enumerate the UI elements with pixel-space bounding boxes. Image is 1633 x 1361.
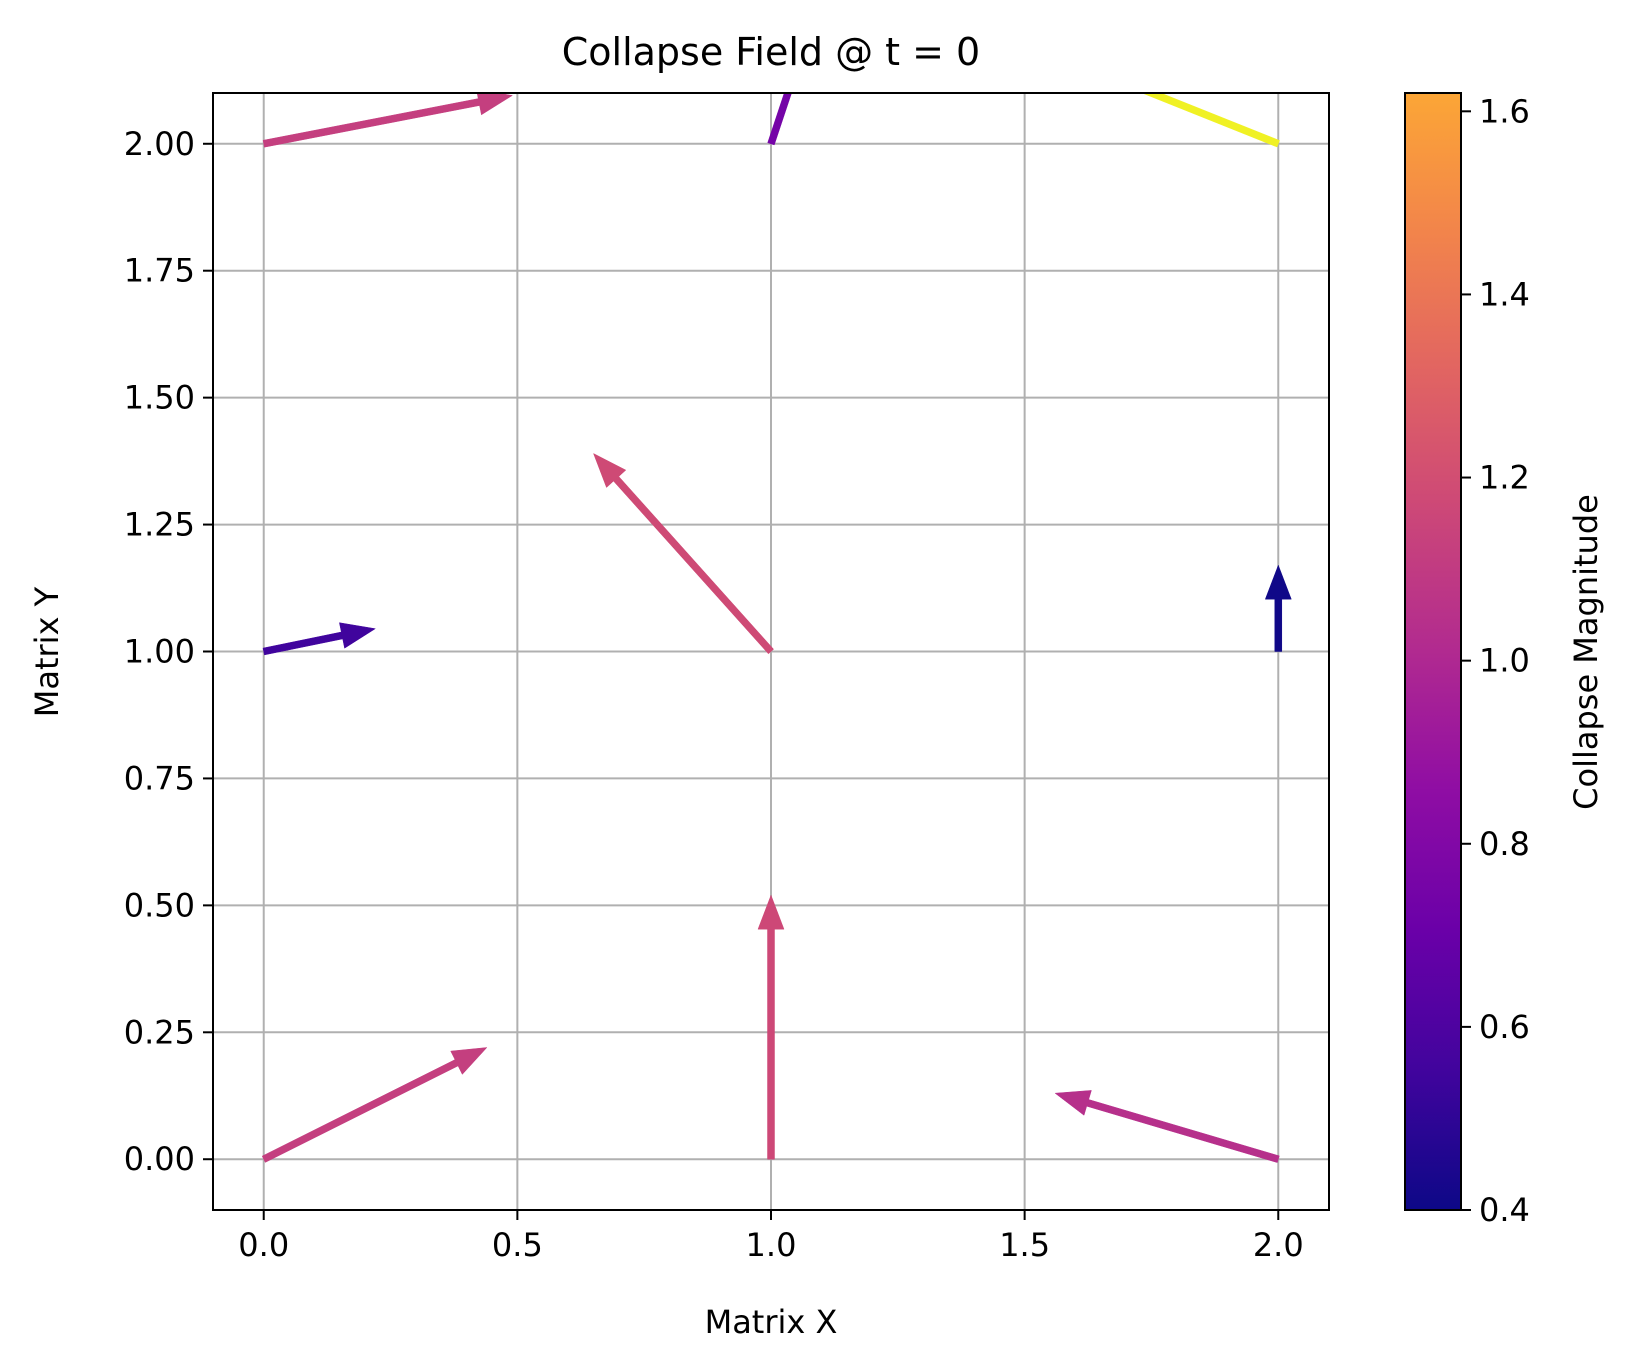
y-tick-label: 0.50: [124, 886, 195, 924]
y-axis-label: Matrix Y: [28, 586, 66, 717]
y-tick-label: 1.25: [124, 506, 195, 544]
y-tick-label: 0.75: [124, 759, 195, 797]
colorbar-tick-label: 1.6: [1479, 92, 1530, 130]
chart-title: Collapse Field @ t = 0: [562, 30, 981, 74]
vector-arrow: [767, 93, 792, 146]
y-axis-ticks: 0.00 0.25 0.50 0.75 1.00 1.25 1.50 1.75 2.00: [124, 125, 213, 1178]
x-axis-label: Matrix X: [705, 1303, 838, 1341]
colorbar-tick-label: 0.8: [1479, 825, 1530, 863]
vector-arrow: [593, 452, 774, 655]
y-tick-label: 1.00: [124, 633, 195, 671]
x-tick-label: 1.5: [999, 1226, 1050, 1264]
vector-arrow: [262, 93, 513, 148]
x-axis-ticks: 0.0 0.5 1.0 1.5 2.0: [238, 1210, 1304, 1264]
x-tick-label: 0.0: [238, 1226, 289, 1264]
x-tick-label: 2.0: [1253, 1226, 1304, 1264]
colorbar-ticks: 0.4 0.6 0.8 1.0 1.2 1.4 1.6: [1461, 92, 1530, 1229]
vector-arrows: [261, 93, 1292, 1163]
x-tick-label: 1.0: [746, 1226, 797, 1264]
y-tick-label: 1.75: [124, 252, 195, 290]
colorbar-tick-label: 1.4: [1479, 275, 1530, 313]
colorbar-label: Collapse Magnitude: [1567, 494, 1605, 810]
y-tick-label: 1.50: [124, 379, 195, 417]
colorbar: [1404, 92, 1462, 1211]
colorbar-tick-label: 1.2: [1479, 459, 1530, 497]
colorbar-tick-label: 0.4: [1479, 1191, 1530, 1229]
vector-arrow: [757, 894, 785, 1160]
x-tick-label: 0.5: [492, 1226, 543, 1264]
vector-arrow: [1054, 1090, 1280, 1163]
y-tick-label: 2.00: [124, 125, 195, 163]
vector-arrow: [261, 1047, 488, 1163]
y-tick-label: 0.00: [124, 1140, 195, 1178]
y-tick-label: 0.25: [124, 1013, 195, 1051]
colorbar-tick-label: 0.6: [1479, 1008, 1530, 1046]
vector-arrow: [1141, 93, 1280, 148]
colorbar-tick-label: 1.0: [1479, 642, 1530, 680]
vector-arrow: [1264, 564, 1292, 652]
vector-arrow: [262, 622, 376, 656]
